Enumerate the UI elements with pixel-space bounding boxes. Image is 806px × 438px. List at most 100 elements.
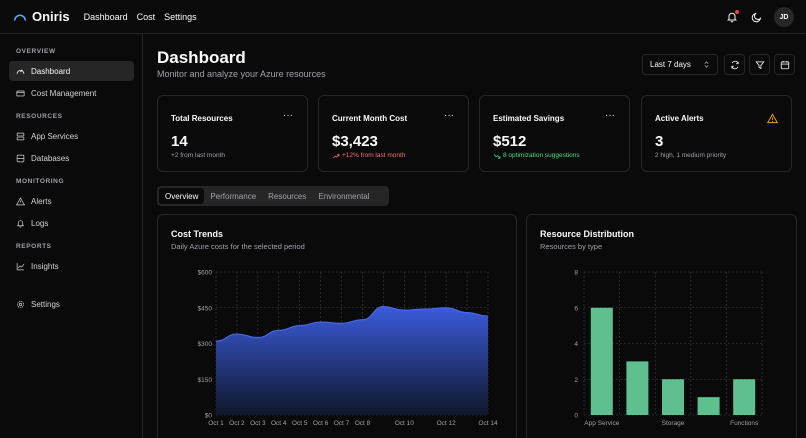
- sidebar-item-app-services[interactable]: App Services: [9, 126, 134, 146]
- bar: [590, 307, 613, 415]
- cost-area: [216, 306, 488, 415]
- refresh-button[interactable]: [724, 54, 745, 75]
- topnav-dashboard[interactable]: Dashboard: [83, 11, 128, 22]
- card-note-row: +12% from last month: [332, 152, 405, 159]
- sidebar-item-dashboard[interactable]: Dashboard: [9, 61, 134, 81]
- bell-icon: [16, 219, 25, 228]
- x-tick-label: Oct 7: [334, 420, 350, 427]
- theme-toggle-button[interactable]: [746, 6, 768, 28]
- card-title: Estimated Savings: [493, 114, 565, 123]
- panel-subtitle: Daily Azure costs for the selected perio…: [171, 242, 305, 251]
- x-tick-label: Oct 5: [292, 420, 308, 427]
- gauge-icon: [16, 69, 25, 74]
- sidebar-item-settings[interactable]: Settings: [9, 294, 134, 314]
- card-current-month-cost: Current Month Cost ··· $3,423 +12% from …: [318, 95, 469, 172]
- avatar[interactable]: JD: [774, 7, 794, 27]
- card-note-row: 8 optimization suggestions: [493, 152, 580, 159]
- top-right-actions: JD: [718, 6, 794, 28]
- topnav-cost[interactable]: Cost: [136, 11, 156, 22]
- y-tick-label: $0: [205, 413, 213, 420]
- notifications-button[interactable]: [721, 6, 743, 28]
- resource-distribution-chart: 8 6 4 2 0 App Service Storage Functions: [574, 270, 763, 427]
- tab-resources[interactable]: Resources: [268, 191, 307, 201]
- refresh-icon: [730, 60, 739, 69]
- x-tick-label: Oct 12: [437, 420, 457, 427]
- y-tick-label: 0: [574, 413, 578, 420]
- filter-button[interactable]: [749, 54, 770, 75]
- main-content: Dashboard Monitor and analyze your Azure…: [157, 34, 797, 438]
- sidebar-item-cost-management[interactable]: Cost Management: [9, 83, 134, 103]
- panel-title: Cost Trends: [171, 229, 224, 239]
- sidebar-item-label: App Services: [31, 131, 79, 141]
- tab-bar: Overview Performance Resources Environme…: [157, 186, 389, 206]
- bar: [662, 379, 684, 415]
- bar: [626, 361, 649, 415]
- panel-title: Resource Distribution: [540, 229, 635, 239]
- sidebar-item-label: Insights: [31, 261, 59, 271]
- notification-dot: [735, 10, 739, 14]
- line-chart-icon: [16, 262, 25, 270]
- warning-icon: [16, 196, 25, 205]
- calendar-icon: [780, 60, 789, 69]
- card-title: Total Resources: [171, 114, 233, 123]
- tab-environmental[interactable]: Environmental: [318, 191, 370, 201]
- more-icon[interactable]: ···: [605, 110, 615, 121]
- x-tick-label: Oct 3: [250, 420, 266, 427]
- tab-performance[interactable]: Performance: [210, 191, 257, 201]
- x-tick-label: Functions: [730, 420, 759, 427]
- card-note: 2 high, 1 medium priority: [655, 152, 727, 159]
- x-tick-label: Oct 14: [478, 420, 498, 427]
- sidebar-item-label: Cost Management: [31, 88, 97, 98]
- card-value: 3: [655, 133, 664, 150]
- card-estimated-savings: Estimated Savings ··· $512 8 optimizatio…: [479, 95, 630, 172]
- calendar-button[interactable]: [774, 54, 795, 75]
- period-select[interactable]: Last 7 days: [642, 54, 718, 75]
- sidebar-item-alerts[interactable]: Alerts: [9, 191, 134, 211]
- card-value: $512: [493, 133, 527, 150]
- card-note: +12% from last month: [342, 152, 406, 159]
- section-label-overview: OVERVIEW: [16, 48, 56, 55]
- bar: [733, 379, 756, 415]
- card-title: Current Month Cost: [332, 114, 408, 123]
- section-label-resources: RESOURCES: [16, 113, 63, 120]
- more-icon[interactable]: ···: [444, 110, 454, 121]
- sidebar-item-insights[interactable]: Insights: [9, 256, 134, 276]
- x-tick-label: Oct 4: [271, 420, 287, 427]
- filter-icon: [754, 60, 765, 69]
- sidebar-item-databases[interactable]: Databases: [9, 148, 134, 168]
- sidebar: OVERVIEW Dashboard Cost Management RESOU…: [0, 34, 143, 438]
- card-title: Active Alerts: [655, 114, 704, 123]
- card-total-resources: Total Resources ··· 14 +2 from last mont…: [157, 95, 308, 172]
- app-name: Oniris: [32, 9, 70, 24]
- cost-line: [215, 306, 489, 342]
- panel-subtitle: Resources by type: [540, 242, 603, 251]
- x-tick-label: App Service: [584, 420, 619, 427]
- bar: [697, 397, 720, 415]
- sidebar-item-label: Logs: [31, 218, 49, 228]
- x-tick-label: Storage: [662, 420, 685, 427]
- sidebar-item-logs[interactable]: Logs: [9, 213, 134, 233]
- x-tick-label: Oct 8: [355, 420, 371, 427]
- card-value: 14: [171, 133, 188, 150]
- period-select-value: Last 7 days: [650, 60, 691, 69]
- y-tick-label: $150: [198, 377, 213, 384]
- tab-overview[interactable]: Overview: [159, 188, 205, 204]
- trend-down-icon: [493, 153, 501, 159]
- x-tick-label: Oct 6: [313, 420, 329, 427]
- section-label-monitoring: MONITORING: [16, 178, 65, 185]
- page-subtitle: Monitor and analyze your Azure resources: [157, 69, 326, 79]
- x-tick-label: Oct 1: [208, 420, 224, 427]
- database-icon: [16, 154, 25, 162]
- section-label-reports: REPORTS: [16, 243, 52, 250]
- logo[interactable]: Oniris: [13, 9, 70, 24]
- sidebar-item-label: Dashboard: [31, 66, 71, 76]
- x-tick-label: Oct 2: [229, 420, 245, 427]
- sidebar-item-label: Databases: [31, 153, 70, 163]
- y-tick-label: 4: [574, 341, 578, 348]
- card-note: 8 optimization suggestions: [503, 152, 580, 159]
- more-icon[interactable]: ···: [283, 110, 293, 121]
- credit-card-icon: [16, 90, 25, 96]
- gauge-icon: [13, 14, 27, 21]
- topnav-settings[interactable]: Settings: [164, 11, 197, 22]
